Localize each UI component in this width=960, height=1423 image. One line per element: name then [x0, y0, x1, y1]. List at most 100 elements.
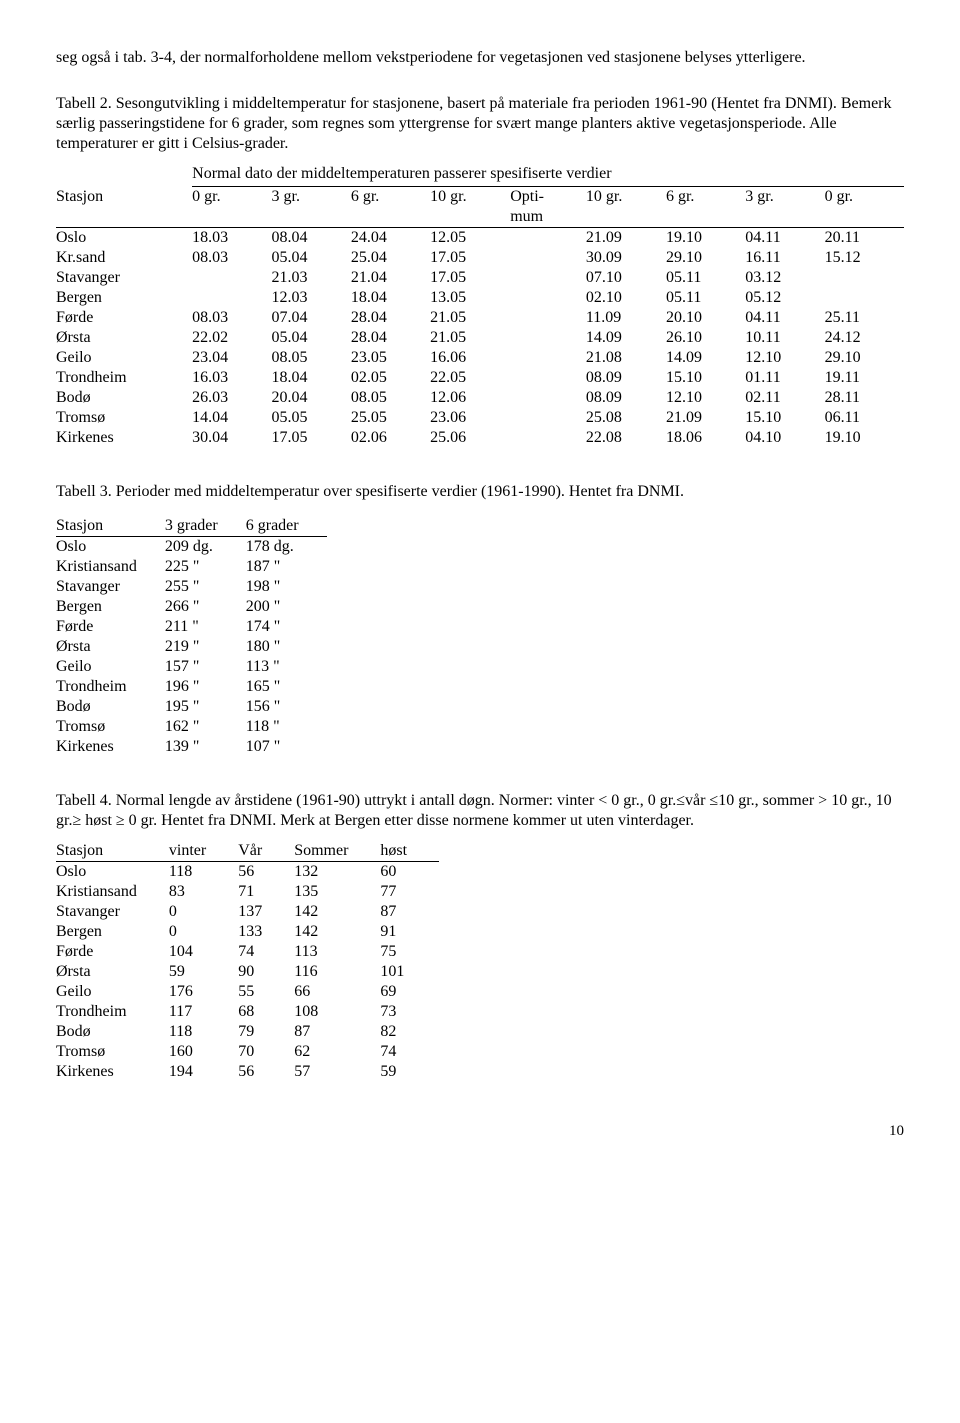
table-cell: 162 " — [165, 717, 246, 737]
table-cell: 01.11 — [745, 368, 824, 388]
table-cell: 59 — [380, 1062, 439, 1082]
table-cell: 211 " — [165, 617, 246, 637]
table-cell: Bergen — [56, 922, 169, 942]
table-cell: 23.05 — [351, 348, 430, 368]
table3: Stasjon3 grader6 grader Oslo209 dg.178 d… — [56, 516, 327, 757]
table-cell: 165 " — [246, 677, 327, 697]
table-row: Bodø195 "156 " — [56, 697, 327, 717]
table-cell: 176 — [169, 982, 238, 1002]
table-cell: 71 — [238, 882, 294, 902]
table-cell: 25.04 — [351, 248, 430, 268]
table-row: Stavanger21.0321.0417.0507.1005.1103.12 — [56, 268, 904, 288]
table-cell: 108 — [294, 1002, 380, 1022]
table-cell: 157 " — [165, 657, 246, 677]
table-cell: 21.08 — [586, 348, 666, 368]
table-cell: 04.10 — [745, 428, 824, 448]
table2-header-cell: Stasjon — [56, 187, 192, 228]
table-cell: 29.10 — [825, 348, 904, 368]
table-row: Bergen266 "200 " — [56, 597, 327, 617]
table-cell: 04.11 — [745, 228, 824, 249]
table-cell: 25.05 — [351, 408, 430, 428]
table-cell: 22.05 — [430, 368, 510, 388]
table-cell: 180 " — [246, 637, 327, 657]
table-cell: 74 — [238, 942, 294, 962]
table-cell: Bodø — [56, 697, 165, 717]
table2-header-cell: 0 gr. — [192, 187, 271, 228]
table-cell: 17.05 — [272, 428, 351, 448]
table-cell: 05.04 — [272, 328, 351, 348]
table-cell: 73 — [380, 1002, 439, 1022]
table-cell: 05.12 — [745, 288, 824, 308]
table-row: Tromsø160706274 — [56, 1042, 439, 1062]
table-row: Tromsø162 "118 " — [56, 717, 327, 737]
table-cell: Tromsø — [56, 408, 192, 428]
table-cell: 05.04 — [272, 248, 351, 268]
table-cell: 08.04 — [272, 228, 351, 249]
intro-paragraph-1: seg også i tab. 3-4, der normalforholden… — [56, 48, 904, 68]
table-row: Ørsta22.0205.0428.0421.0514.0926.1010.11… — [56, 328, 904, 348]
table-row: Geilo157 "113 " — [56, 657, 327, 677]
table-cell: 14.09 — [666, 348, 745, 368]
table-cell: 68 — [238, 1002, 294, 1022]
table-cell: 06.11 — [825, 408, 904, 428]
table-cell: Bergen — [56, 597, 165, 617]
table-cell: Ørsta — [56, 637, 165, 657]
table-cell: 117 — [169, 1002, 238, 1022]
table-cell: 20.11 — [825, 228, 904, 249]
table-cell: 14.09 — [586, 328, 666, 348]
table-row: Stavanger013714287 — [56, 902, 439, 922]
table-cell: 66 — [294, 982, 380, 1002]
table-cell: 137 — [238, 902, 294, 922]
table-cell: 12.03 — [272, 288, 351, 308]
table-row: Ørsta5990116101 — [56, 962, 439, 982]
table4-caption: Tabell 4. Normal lengde av årstidene (19… — [56, 791, 904, 831]
table-cell: 200 " — [246, 597, 327, 617]
table-cell: Tromsø — [56, 717, 165, 737]
table-cell: Kirkenes — [56, 737, 165, 757]
table-cell — [510, 348, 586, 368]
table-cell — [510, 428, 586, 448]
table2-header-cell: 10 gr. — [586, 187, 666, 228]
table-cell: 02.11 — [745, 388, 824, 408]
table-cell: 28.04 — [351, 308, 430, 328]
table4-header-cell: Sommer — [294, 841, 380, 862]
table-cell: Stavanger — [56, 902, 169, 922]
table-cell: 18.04 — [351, 288, 430, 308]
table-cell — [192, 268, 271, 288]
table-cell: Kristiansand — [56, 882, 169, 902]
table-cell: 21.05 — [430, 328, 510, 348]
table-cell: 91 — [380, 922, 439, 942]
table-cell: 16.11 — [745, 248, 824, 268]
table-cell: 08.05 — [351, 388, 430, 408]
table-cell: 69 — [380, 982, 439, 1002]
table-cell: 198 " — [246, 577, 327, 597]
table-cell: 225 " — [165, 557, 246, 577]
table-cell: Tromsø — [56, 1042, 169, 1062]
table-cell — [510, 328, 586, 348]
table-cell — [510, 368, 586, 388]
table-cell: 132 — [294, 862, 380, 883]
table2-header-row: Stasjon0 gr.3 gr.6 gr.10 gr.Opti-mum10 g… — [56, 187, 904, 228]
table2-header-cell: 10 gr. — [430, 187, 510, 228]
table-row: Bodø26.0320.0408.0512.0608.0912.1002.112… — [56, 388, 904, 408]
table-cell: Bodø — [56, 388, 192, 408]
table-cell: 133 — [238, 922, 294, 942]
table-cell — [510, 248, 586, 268]
table-cell: 79 — [238, 1022, 294, 1042]
table-row: Bodø118798782 — [56, 1022, 439, 1042]
table3-caption: Tabell 3. Perioder med middeltemperatur … — [56, 482, 904, 502]
table-cell: 25.06 — [430, 428, 510, 448]
table-cell: Oslo — [56, 537, 165, 558]
table-row: Trondheim16.0318.0402.0522.0508.0915.100… — [56, 368, 904, 388]
table-cell: Kirkenes — [56, 1062, 169, 1082]
table-cell: 187 " — [246, 557, 327, 577]
table-cell: Bodø — [56, 1022, 169, 1042]
table-cell: Oslo — [56, 228, 192, 249]
table-cell: 142 — [294, 902, 380, 922]
table-cell: Kristiansand — [56, 557, 165, 577]
table-cell — [510, 308, 586, 328]
table-cell: 70 — [238, 1042, 294, 1062]
table-cell: Ørsta — [56, 962, 169, 982]
table-row: Kirkenes194565759 — [56, 1062, 439, 1082]
table-cell: 209 dg. — [165, 537, 246, 558]
